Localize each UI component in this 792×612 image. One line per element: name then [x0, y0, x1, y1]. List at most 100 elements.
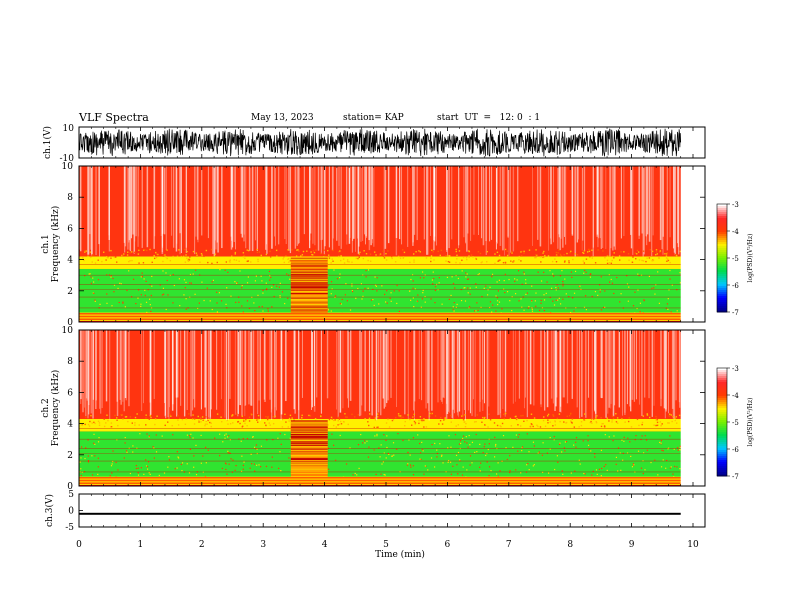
- ch2-spectrogram-speckle: [277, 437, 279, 439]
- ch2-spectrogram-speckle: [225, 433, 227, 435]
- ch1-spectrogram-speckle: [553, 304, 556, 306]
- ch1-spectrogram-speckle: [236, 282, 238, 284]
- ch2-spectrogram-speckle: [277, 467, 280, 470]
- ch1-spectrogram-speckle: [600, 276, 602, 278]
- ch2-spectrogram-colorbar-segment: [717, 394, 727, 397]
- ch2-spectrogram-speckle: [517, 436, 519, 438]
- ch1-spectrogram-speckle: [183, 294, 185, 296]
- ch2-spectrogram-speckle: [410, 424, 413, 426]
- ch1-spectrogram-speckle: [269, 279, 271, 281]
- ch1-spectrogram-speckle: [219, 269, 221, 271]
- ch1-spectrogram-speckle: [496, 297, 499, 299]
- ch2-spectrogram-speckle: [155, 434, 157, 436]
- ch1-spectrogram-speckle: [228, 260, 231, 262]
- ch1-spectrogram-speckle: [273, 295, 275, 298]
- ch1-spectrogram-speckle: [291, 249, 293, 251]
- ch1-spectrogram-speckle: [588, 250, 591, 253]
- ch2-spectrogram-speckle: [116, 419, 118, 421]
- ch2-spectrogram-speckle: [85, 447, 87, 449]
- ch1-spectrogram-speckle: [478, 273, 480, 275]
- ch2-spectrogram-speckle: [290, 419, 292, 421]
- ch2-spectrogram-speckle: [224, 434, 226, 436]
- ch2-spectrogram-speckle: [129, 416, 132, 418]
- ch1-spectrogram-speckle: [638, 275, 640, 277]
- ch2-spectrogram-speckle: [284, 433, 286, 436]
- ch2-spectrogram-speckle: [153, 457, 155, 459]
- ch1-spectrogram-speckle: [611, 259, 613, 262]
- ch1-spectrogram-speckle: [523, 252, 525, 254]
- ch2-spectrogram-speckle: [646, 413, 648, 415]
- ch2-spectrogram-speckle: [611, 415, 614, 417]
- ch2-spectrogram-speckle: [499, 470, 501, 472]
- ch1-spectrogram-speckle: [543, 309, 545, 312]
- ch2-spectrogram-speckle: [594, 453, 596, 455]
- ch1-spectrogram-colorbar-segment: [717, 288, 727, 291]
- ch1-spectrogram-speckle: [508, 278, 510, 281]
- ch2-spectrogram-colorbar-segment: [717, 392, 727, 395]
- ch2-spectrogram-speckle: [447, 459, 450, 462]
- ch1-spectrogram-speckle: [187, 259, 189, 261]
- ch2-spectrogram-speckle: [644, 469, 646, 471]
- ch2-spectrogram-speckle: [146, 433, 148, 435]
- ch1-spectrogram-speckle: [396, 284, 398, 287]
- ch2-spectrogram-speckle: [330, 416, 333, 419]
- ch1-spectrogram-speckle: [583, 306, 586, 308]
- ch2-spectrogram-speckle: [181, 469, 183, 472]
- ch1-spectrogram-speckle: [518, 300, 520, 302]
- ch1-spectrogram-speckle: [185, 281, 187, 284]
- ch1-spectrogram-speckle: [165, 272, 167, 274]
- ch1-spectrogram-speckle: [469, 306, 471, 308]
- ch2-spectrogram-speckle: [674, 417, 676, 419]
- ch2-spectrogram-speckle: [210, 422, 212, 424]
- ch1-spectrogram-speckle: [343, 262, 346, 264]
- ch2-spectrogram-speckle: [139, 433, 141, 435]
- ch2-spectrogram-speckle: [272, 416, 274, 418]
- ch2-spectrogram-speckle: [186, 434, 189, 436]
- ch2-spectrogram-speckle: [517, 450, 519, 452]
- ch2-spectrogram-speckle: [595, 469, 598, 471]
- ch1-spectrogram-speckle: [334, 295, 337, 297]
- ch1-spectrogram-speckle: [140, 276, 142, 278]
- ch1-spectrogram-speckle: [162, 255, 164, 257]
- ch1-spectrogram-speckle: [665, 253, 668, 255]
- ch2-spectrogram-speckle: [468, 434, 470, 437]
- ch2-spectrogram-speckle: [485, 454, 487, 457]
- ch1-spectrogram-speckle: [172, 302, 174, 304]
- ch3-waveform-ytick-label: 0: [68, 507, 74, 517]
- ch2-spectrogram-speckle: [346, 416, 348, 418]
- ch2-spectrogram-speckle: [621, 418, 623, 420]
- ch1-spectrogram-speckle: [465, 276, 467, 278]
- ch1-spectrogram-colorbar-segment: [717, 270, 727, 273]
- ch2-spectrogram-speckle: [178, 457, 180, 459]
- ch1-spectrogram-speckle: [362, 257, 365, 260]
- ch2-spectrogram-speckle: [237, 420, 240, 423]
- ch1-spectrogram-speckle: [475, 310, 477, 312]
- ch1-spectrogram-speckle: [609, 281, 611, 283]
- ch1-spectrogram-colorbar-segment: [717, 232, 727, 235]
- ch1-spectrogram-speckle: [613, 252, 615, 254]
- ch2-spectrogram-speckle: [256, 419, 258, 421]
- ch2-spectrogram-speckle: [177, 456, 179, 458]
- ch1-spectrogram-speckle: [234, 251, 237, 254]
- ch1-spectrogram-speckle: [412, 253, 415, 255]
- ch1-spectrogram-speckle: [137, 297, 139, 299]
- ch2-spectrogram-colorbar-segment: [717, 390, 727, 393]
- ch2-spectrogram-speckle: [111, 472, 113, 474]
- ch1-spectrogram-speckle: [242, 252, 245, 254]
- ch2-spectrogram-speckle: [505, 447, 507, 449]
- ch1-spectrogram-speckle: [218, 292, 221, 294]
- ch2-spectrogram-speckle: [543, 416, 545, 418]
- ch1-spectrogram-speckle: [94, 299, 96, 301]
- ch1-spectrogram-speckle: [385, 259, 388, 261]
- ch2-spectrogram-speckle: [287, 426, 290, 428]
- ch2-spectrogram-speckle: [515, 469, 517, 471]
- ch2-spectrogram-speckle: [646, 414, 649, 416]
- ch1-spectrogram-speckle: [559, 255, 562, 257]
- ch1-spectrogram-speckle: [453, 301, 455, 304]
- ch1-spectrogram-speckle: [163, 293, 165, 295]
- ch1-spectrogram-speckle: [602, 306, 605, 309]
- ch1-spectrogram-speckle: [355, 257, 358, 260]
- ch1-spectrogram-speckle: [467, 287, 469, 289]
- ch2-spectrogram-speckle: [240, 470, 243, 472]
- ch1-spectrogram-speckle: [135, 303, 137, 305]
